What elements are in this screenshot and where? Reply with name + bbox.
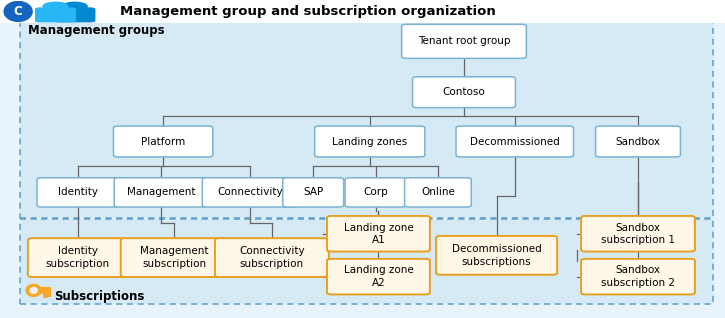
- Bar: [0, 0, 725, 23]
- FancyBboxPatch shape: [581, 216, 695, 252]
- FancyBboxPatch shape: [413, 77, 515, 107]
- Text: Connectivity: Connectivity: [218, 187, 283, 197]
- FancyBboxPatch shape: [37, 178, 118, 207]
- Text: SAP: SAP: [303, 187, 323, 197]
- FancyBboxPatch shape: [315, 126, 425, 157]
- FancyBboxPatch shape: [327, 216, 430, 252]
- Text: Platform: Platform: [141, 136, 186, 147]
- FancyBboxPatch shape: [20, 21, 713, 218]
- FancyBboxPatch shape: [120, 238, 227, 277]
- FancyBboxPatch shape: [456, 126, 573, 157]
- Text: Landing zone
A1: Landing zone A1: [344, 223, 413, 245]
- Text: Sandbox: Sandbox: [616, 136, 660, 147]
- Text: Corp: Corp: [363, 187, 388, 197]
- FancyBboxPatch shape: [283, 178, 344, 207]
- FancyBboxPatch shape: [581, 259, 695, 294]
- Text: Management
subscription: Management subscription: [140, 246, 208, 269]
- FancyBboxPatch shape: [113, 126, 213, 157]
- Text: Decommissioned: Decommissioned: [470, 136, 560, 147]
- FancyBboxPatch shape: [402, 24, 526, 59]
- FancyBboxPatch shape: [327, 259, 430, 294]
- Text: Management group and subscription organization: Management group and subscription organi…: [120, 5, 495, 17]
- FancyBboxPatch shape: [28, 238, 128, 277]
- FancyBboxPatch shape: [345, 178, 406, 207]
- FancyBboxPatch shape: [115, 178, 207, 207]
- FancyBboxPatch shape: [436, 236, 557, 275]
- FancyBboxPatch shape: [215, 238, 329, 277]
- FancyBboxPatch shape: [202, 178, 298, 207]
- Text: Tenant root group: Tenant root group: [418, 36, 510, 46]
- Text: Sandbox
subscription 2: Sandbox subscription 2: [601, 266, 675, 288]
- FancyBboxPatch shape: [405, 178, 471, 207]
- Text: Subscriptions: Subscriptions: [54, 290, 145, 303]
- Text: Decommissioned
subscriptions: Decommissioned subscriptions: [452, 244, 542, 266]
- Text: Connectivity
subscription: Connectivity subscription: [239, 246, 304, 269]
- Text: Online: Online: [421, 187, 455, 197]
- Text: Identity: Identity: [57, 187, 98, 197]
- Text: Identity
subscription: Identity subscription: [46, 246, 109, 269]
- Text: Contoso: Contoso: [443, 87, 485, 97]
- Text: Sandbox
subscription 1: Sandbox subscription 1: [601, 223, 675, 245]
- Text: Landing zone
A2: Landing zone A2: [344, 266, 413, 288]
- FancyBboxPatch shape: [20, 219, 713, 304]
- Text: Management groups: Management groups: [28, 24, 164, 37]
- FancyBboxPatch shape: [595, 126, 680, 157]
- Text: Management: Management: [127, 187, 195, 197]
- Text: Landing zones: Landing zones: [332, 136, 407, 147]
